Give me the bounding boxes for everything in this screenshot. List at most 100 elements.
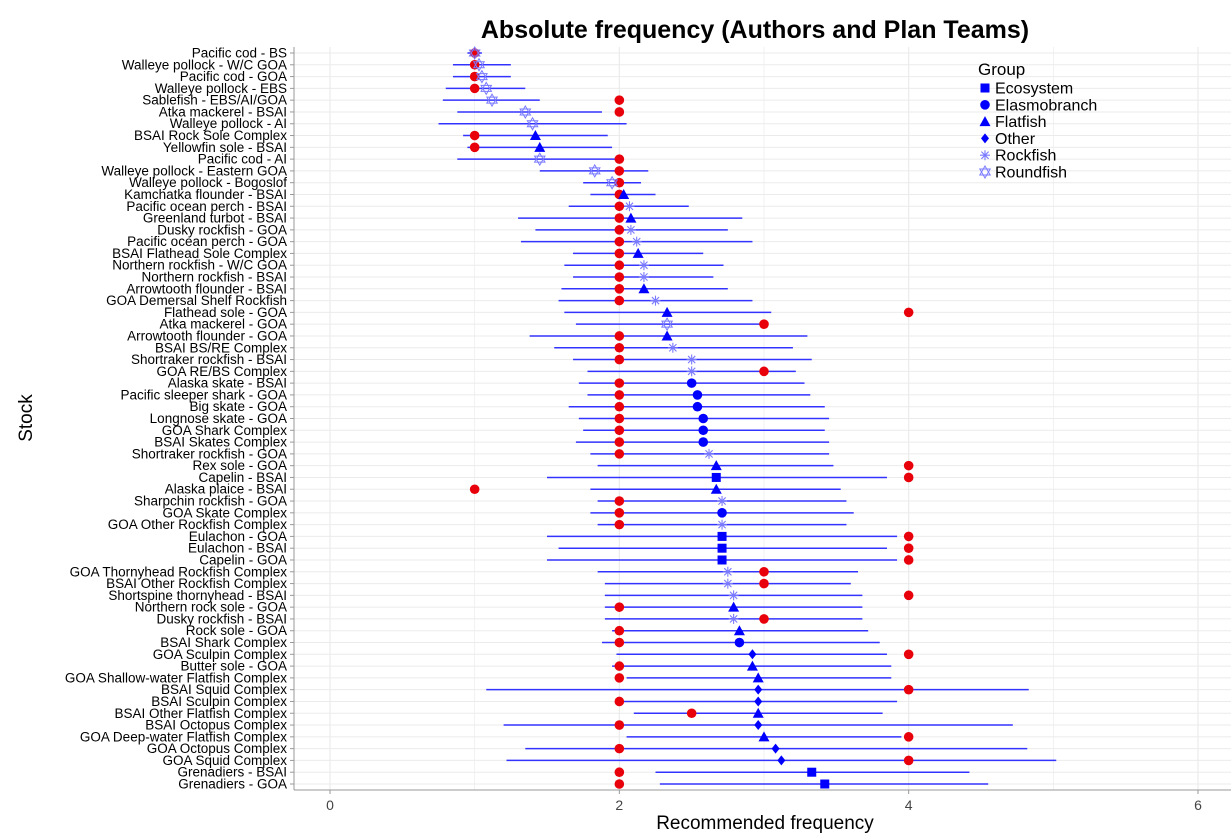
legend-entry-label: Rockfish xyxy=(995,148,1056,165)
stock-label: Arrowtooth flounder - GOA xyxy=(127,328,287,343)
recommended-point xyxy=(614,354,625,365)
x-tick-label: 0 xyxy=(326,797,334,813)
recommended-point xyxy=(759,614,769,624)
elasmobranch-marker xyxy=(686,378,697,388)
legend-title: Group xyxy=(978,60,1025,79)
recommended-point xyxy=(903,590,914,601)
roundfish-marker xyxy=(519,104,532,119)
stock-label: GOA Deep-water Flatfish Complex xyxy=(80,729,287,744)
rockfish-marker xyxy=(625,224,636,235)
x-tick-label: 2 xyxy=(615,797,623,813)
legend-entry-label: Roundfish xyxy=(995,165,1067,182)
roundfish-marker xyxy=(485,93,499,108)
rockfish-marker xyxy=(728,590,739,601)
stock-label: Grenadiers - BSAI xyxy=(177,765,287,780)
ecosystem-marker xyxy=(717,531,727,541)
recommended-point xyxy=(614,437,625,447)
stock-label: BSAI Squid Complex xyxy=(161,682,287,697)
flatfish-marker xyxy=(529,130,541,141)
stock-label: Shortraker rockfish - BSAI xyxy=(131,352,287,367)
recommended-point xyxy=(614,413,625,424)
recommended-point xyxy=(614,496,625,506)
elasmobranch-marker xyxy=(734,637,745,648)
x-tick-label: 6 xyxy=(1194,797,1202,813)
flatfish-marker xyxy=(661,306,673,317)
rockfish-marker xyxy=(704,448,715,459)
flatfish-marker xyxy=(618,188,630,199)
ecosystem-marker xyxy=(807,767,817,777)
flatfish-marker xyxy=(632,247,644,258)
roundfish-marker xyxy=(472,57,486,72)
recommended-point xyxy=(614,425,625,436)
stock-label: Dusky rockfish - BSAI xyxy=(156,611,287,626)
roundfish-marker xyxy=(475,69,488,84)
rockfish-marker xyxy=(686,354,697,365)
stock-label: Walleye pollock - AI xyxy=(170,116,287,131)
roundfish-marker xyxy=(606,175,619,190)
stock-label: GOA Skate Complex xyxy=(162,505,287,520)
stock-label: Dusky rockfish - GOA xyxy=(157,222,287,237)
stock-label: Northern rock sole - GOA xyxy=(135,600,287,615)
other-marker xyxy=(981,133,989,144)
flatfish-marker xyxy=(733,625,745,636)
other-marker xyxy=(748,649,757,660)
stock-label: GOA RE/BS Complex xyxy=(156,364,287,379)
recommended-point xyxy=(614,166,625,176)
flatfish-marker xyxy=(661,330,673,341)
rockfish-marker xyxy=(728,613,739,624)
recommended-point xyxy=(614,248,625,259)
stock-label: Butter sole - GOA xyxy=(180,659,287,674)
stock-label: BSAI Skates Complex xyxy=(154,435,287,450)
recommended-point xyxy=(469,130,480,141)
stock-label: GOA Octopus Complex xyxy=(147,741,288,756)
roundfish-marker xyxy=(526,116,539,131)
recommended-point xyxy=(686,708,697,719)
recommended-point xyxy=(614,767,625,778)
stock-label: BSAI Sculpin Complex xyxy=(151,694,287,709)
recommended-point xyxy=(903,472,914,483)
stock-label: BSAI Other Rockfish Complex xyxy=(106,576,287,591)
flatfish-marker xyxy=(625,212,637,223)
elasmobranch-marker xyxy=(692,390,703,400)
rockfish-marker xyxy=(631,236,642,247)
ecosystem-marker xyxy=(717,543,727,553)
stock-label: Grenadiers - GOA xyxy=(178,777,287,792)
elasmobranch-marker xyxy=(698,437,709,447)
chart-title: Absolute frequency (Authors and Plan Tea… xyxy=(481,16,1029,44)
recommended-point xyxy=(903,649,914,660)
flatfish-marker xyxy=(710,460,722,471)
stock-label: Atka mackerel - BSAI xyxy=(159,104,287,119)
recommended-point xyxy=(903,460,914,471)
recommended-point xyxy=(469,142,480,153)
stock-label: Northern rockfish - W/C GOA xyxy=(112,258,287,273)
y-axis-title: Stock xyxy=(16,394,37,442)
stock-label: Walleye pollock - Bogoslof xyxy=(129,175,287,190)
stock-label: GOA Squid Complex xyxy=(162,753,287,768)
x-axis-ticks: 0 2 4 6 xyxy=(326,790,1202,813)
recommended-point xyxy=(903,543,914,553)
flatfish-marker xyxy=(752,672,764,683)
flatfish-marker xyxy=(728,601,740,612)
stock-label: Sablefish - EBS/AI/GOA xyxy=(142,93,287,108)
flatfish-marker xyxy=(752,707,764,718)
stock-label: BSAI Flathead Sole Complex xyxy=(112,246,287,261)
rockfish-marker xyxy=(667,342,678,353)
recommended-point xyxy=(614,390,625,400)
roundfish-marker xyxy=(533,152,546,167)
stock-label: Atka mackerel - GOA xyxy=(159,317,287,332)
points-layer xyxy=(468,46,914,789)
recommended-point xyxy=(903,531,914,542)
recommended-point xyxy=(614,295,625,306)
recommended-point xyxy=(469,484,480,495)
stock-label: Alaska plaice - BSAI xyxy=(165,482,287,497)
recommended-point xyxy=(614,154,625,164)
stock-label: BSAI Shark Complex xyxy=(160,635,287,650)
legend-entry-label: Other xyxy=(995,131,1036,148)
recommended-point xyxy=(614,95,625,105)
recommended-point xyxy=(614,107,625,117)
stock-label: Eulachon - BSAI xyxy=(188,541,287,556)
stock-label: Walleye pollock - EBS xyxy=(155,81,287,96)
recommended-point xyxy=(614,673,625,683)
